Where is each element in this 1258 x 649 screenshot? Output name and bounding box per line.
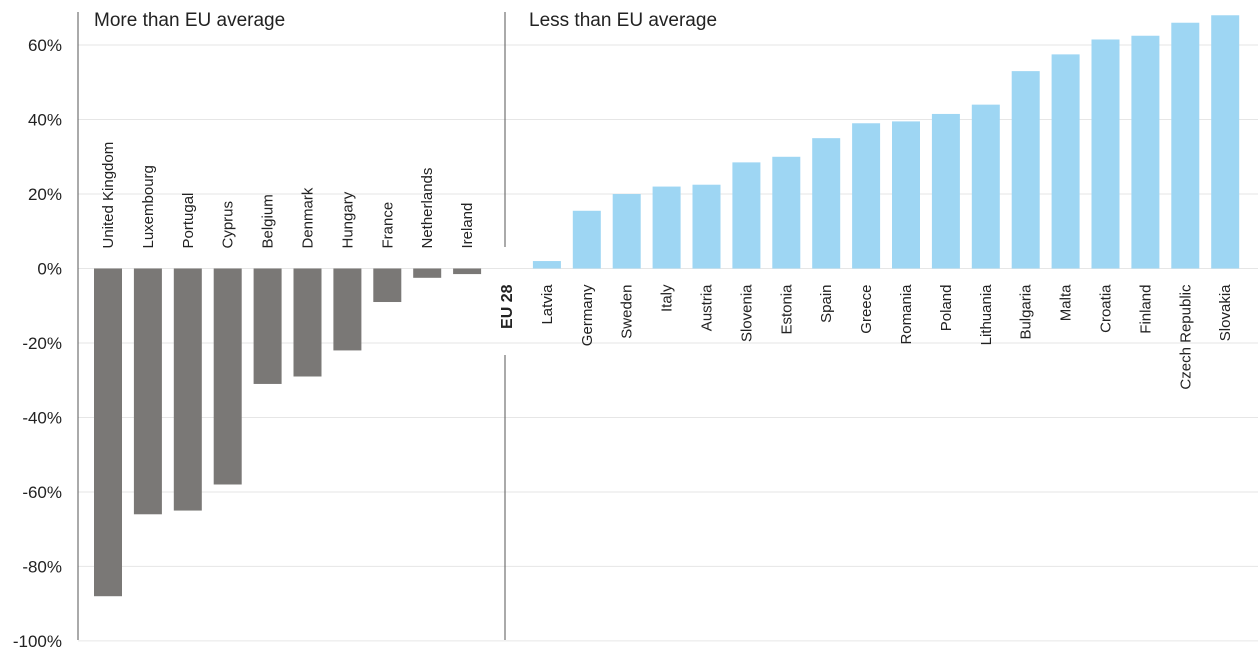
bar-poland xyxy=(931,113,960,269)
category-label: Slovakia xyxy=(1217,284,1234,341)
bar-greece xyxy=(852,123,881,269)
bar-austria xyxy=(692,184,721,269)
category-label: Cyprus xyxy=(220,201,237,249)
category-label: Croatia xyxy=(1098,284,1115,333)
bar-slovenia xyxy=(732,162,761,269)
category-label: France xyxy=(379,202,396,249)
y-tick-label: -60% xyxy=(22,483,62,502)
y-tick-label: -100% xyxy=(13,632,62,649)
category-label: Estonia xyxy=(778,284,795,335)
y-tick-label: 60% xyxy=(28,36,62,55)
bar-malta xyxy=(1051,54,1080,269)
category-label: Germany xyxy=(579,284,596,346)
bar-hungary xyxy=(333,268,362,351)
category-label: Malta xyxy=(1058,284,1075,321)
category-label: Italy xyxy=(659,284,676,312)
category-label: Hungary xyxy=(339,191,356,248)
section-label-less: Less than EU average xyxy=(529,10,717,31)
y-tick-label: -80% xyxy=(22,557,62,576)
category-label: Bulgaria xyxy=(1018,284,1035,340)
category-labels: United Kingdom Luxembourg Portugal Cyprus Be… xyxy=(100,142,1234,390)
bar-italy xyxy=(652,186,681,269)
bar-spain xyxy=(812,138,841,269)
category-label: United Kingdom xyxy=(100,142,117,249)
bar-cyprus xyxy=(213,268,242,485)
y-tick-label: 0% xyxy=(37,260,62,279)
bar-finland xyxy=(1131,35,1160,269)
category-label: Ireland xyxy=(459,203,476,249)
bar-latvia xyxy=(532,261,561,269)
y-tick-label: 20% xyxy=(28,185,62,204)
category-label: Sweden xyxy=(619,285,636,339)
bar-bulgaria xyxy=(1011,71,1040,269)
category-label: Czech Republic xyxy=(1177,284,1194,390)
y-tick-label: -20% xyxy=(22,334,62,353)
bar-sweden xyxy=(612,194,641,269)
category-label: Greece xyxy=(858,285,875,334)
bar-croatia xyxy=(1091,39,1120,269)
bar-germany xyxy=(572,210,601,269)
section-label-more: More than EU average xyxy=(94,10,285,31)
bar-estonia xyxy=(772,156,801,269)
category-label: Latvia xyxy=(539,284,556,325)
bar-czech-republic xyxy=(1171,22,1200,269)
category-label: Portugal xyxy=(180,193,197,249)
category-label: Romania xyxy=(898,284,915,345)
bar-belgium xyxy=(253,268,282,384)
bar-slovakia xyxy=(1211,15,1240,269)
bar-ireland xyxy=(453,268,482,275)
category-label: Lithuania xyxy=(978,284,995,346)
category-label: Poland xyxy=(938,285,955,332)
bar-netherlands xyxy=(413,268,442,278)
category-label: Luxembourg xyxy=(140,165,157,248)
bar-romania xyxy=(892,121,920,269)
bar-portugal xyxy=(173,268,202,511)
category-label: Belgium xyxy=(260,194,277,248)
bar-denmark xyxy=(293,268,322,377)
bars xyxy=(94,15,1240,597)
bar-luxembourg xyxy=(133,268,162,515)
y-tick-label: 40% xyxy=(28,111,62,130)
bar-france xyxy=(373,268,402,303)
bar-lithuania xyxy=(971,104,1000,269)
bar-united-kingdom xyxy=(94,268,122,597)
category-label: Austria xyxy=(699,284,716,331)
category-label: Denmark xyxy=(300,187,317,248)
category-label: Netherlands xyxy=(419,168,436,249)
category-label: EU 28 xyxy=(499,284,516,329)
y-tick-label: -40% xyxy=(22,408,62,427)
category-label: Finland xyxy=(1137,285,1154,334)
y-tick-labels: 60% 40% 20% 0% -20% -40% -60% -80% -100% xyxy=(13,36,62,649)
category-label: Slovenia xyxy=(738,284,755,342)
category-label: Spain xyxy=(818,285,835,323)
